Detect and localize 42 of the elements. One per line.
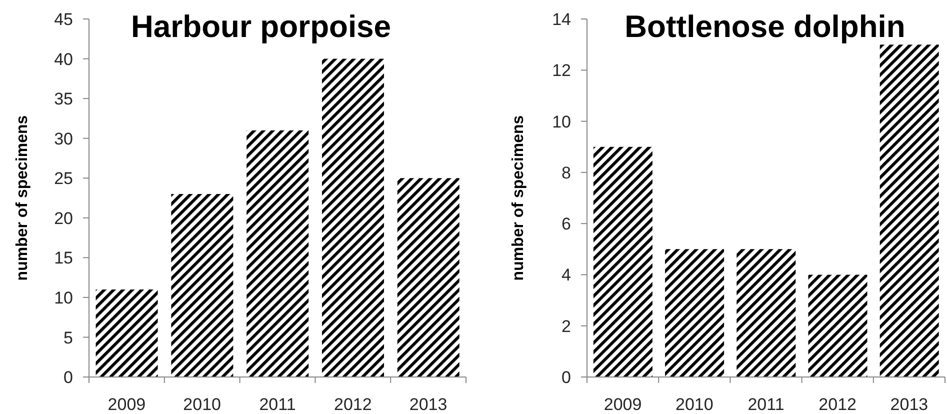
x-tick-label: 2010: [183, 395, 222, 414]
y-tick-label: 15: [54, 248, 73, 268]
x-tick-label: 2010: [675, 395, 714, 414]
bar: [171, 194, 234, 377]
bar: [880, 44, 939, 377]
x-tick-label: 2013: [409, 395, 448, 414]
y-tick-label: 14: [552, 10, 571, 30]
bar: [322, 58, 384, 377]
bar: [246, 130, 309, 377]
x-tick-label: 2009: [604, 395, 642, 414]
y-tick-label: 4: [562, 266, 571, 285]
bar: [736, 249, 796, 377]
y-tick-label: 2: [562, 316, 571, 336]
chart-title: Harbour porpoise: [130, 9, 392, 44]
y-tick-label: 45: [54, 10, 73, 30]
x-tick-label: 2012: [334, 395, 372, 414]
y-tick-label: 40: [54, 50, 73, 69]
x-tick-label: 2011: [259, 395, 296, 414]
y-axis-title: number of specimens: [14, 115, 31, 281]
y-axis-title: number of specimens: [510, 115, 527, 281]
y-tick-label: 0: [64, 368, 73, 388]
y-tick-label: 10: [54, 288, 73, 308]
y-tick-label: 5: [64, 328, 73, 348]
y-tick-label: 8: [562, 163, 571, 182]
y-tick-label: 30: [54, 129, 73, 148]
bar: [593, 146, 652, 377]
bar: [665, 249, 724, 377]
bar: [397, 178, 460, 377]
y-tick-label: 20: [54, 208, 73, 228]
bar: [808, 274, 868, 377]
y-tick-label: 25: [54, 169, 73, 188]
y-tick-label: 12: [552, 61, 571, 80]
bar: [96, 289, 158, 377]
y-tick-label: 10: [552, 112, 571, 132]
x-tick-label: 2009: [108, 395, 146, 414]
x-tick-label: 2013: [890, 395, 928, 414]
y-tick-label: 0: [562, 368, 571, 388]
x-tick-label: 2011: [748, 395, 784, 414]
chart-title: Bottlenose dolphin: [624, 9, 906, 44]
y-tick-label: 35: [54, 90, 73, 109]
x-tick-label: 2012: [818, 395, 857, 414]
y-tick-label: 6: [562, 214, 571, 234]
